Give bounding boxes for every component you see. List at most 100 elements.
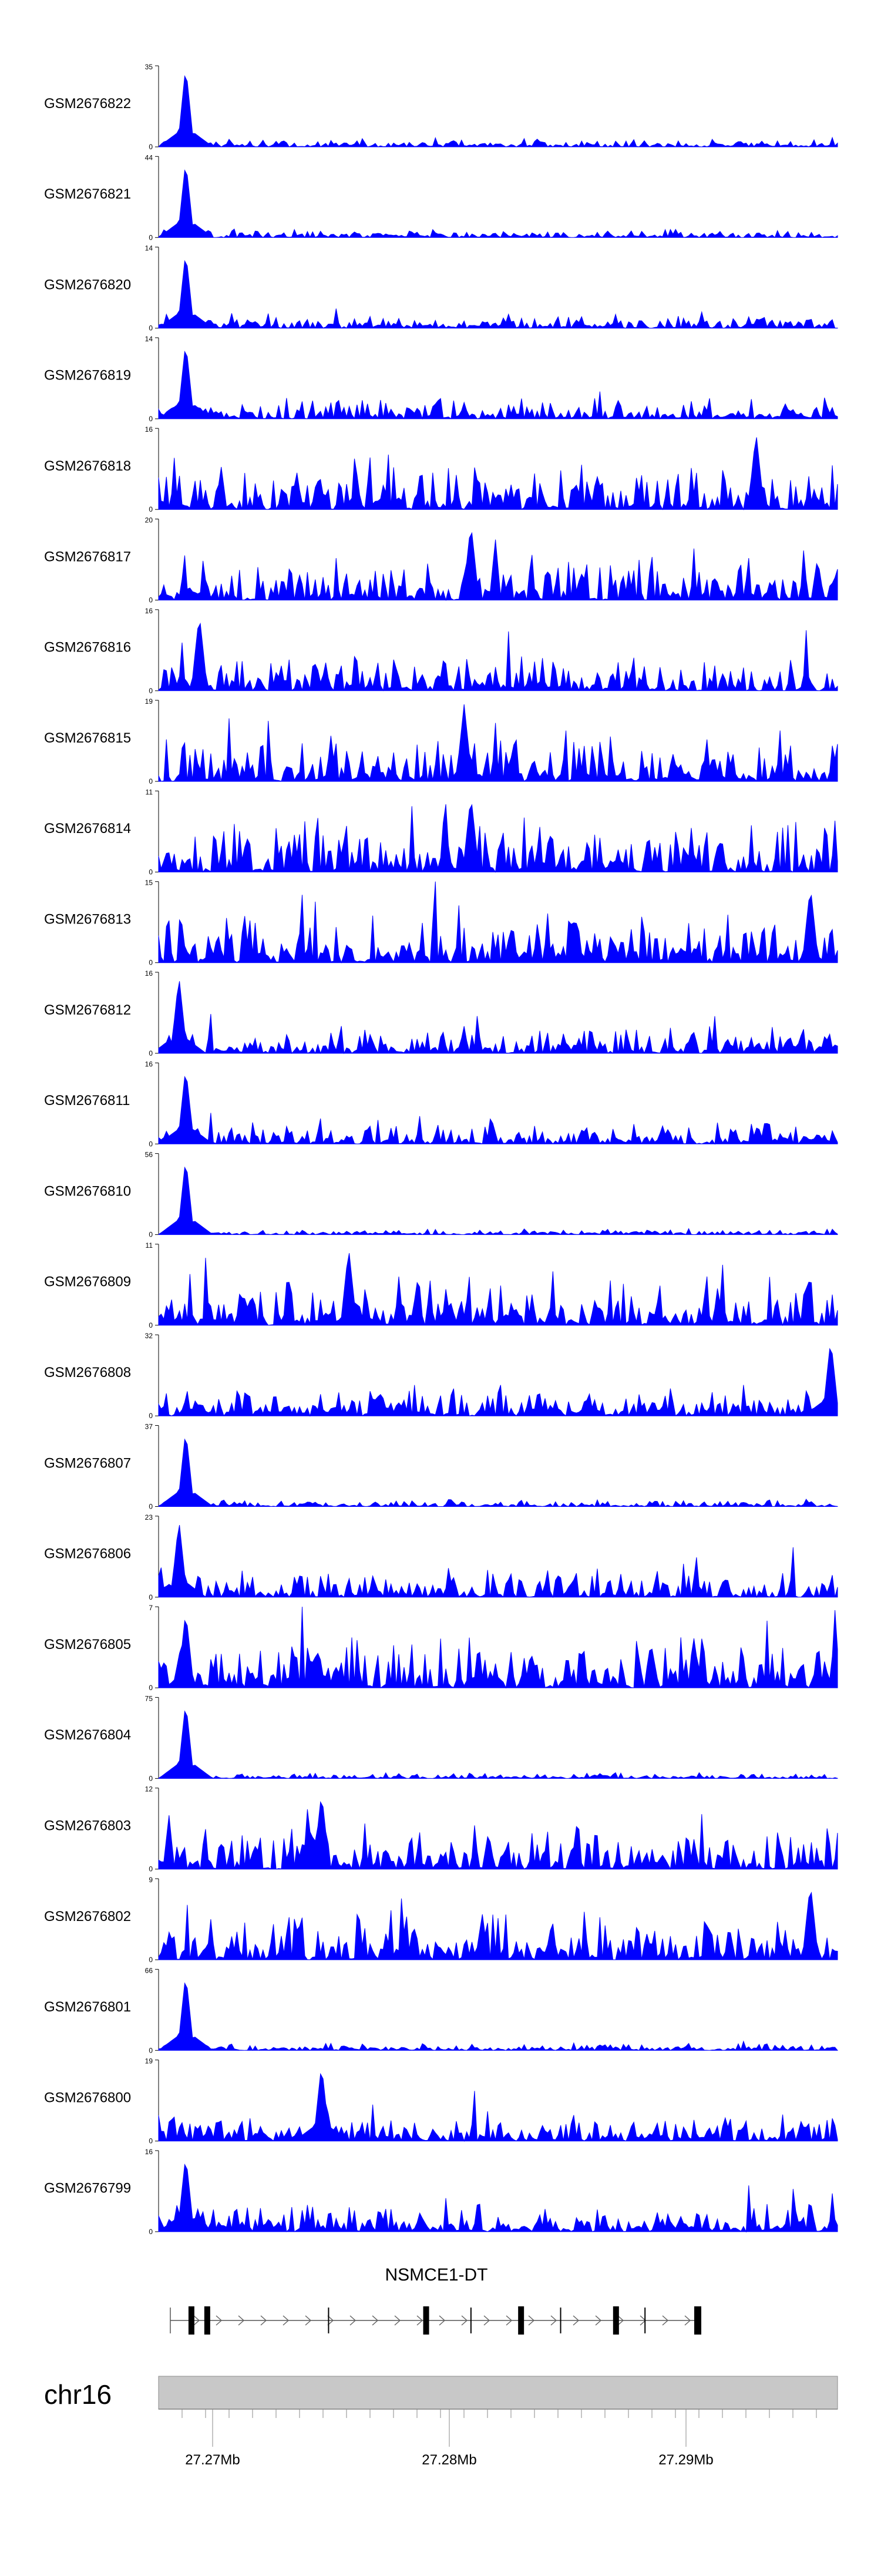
y-tick-label-max: 12 [145,1785,153,1794]
track-GSM2676821: GSM2676821 44 0 [44,153,838,241]
y-tick-label-max: 32 [145,1332,153,1340]
track-GSM2676814: GSM2676814 11 0 [44,788,838,876]
exon-last [694,2306,701,2335]
y-tick-label-max: 11 [146,788,153,796]
y-tick-label-min: 0 [149,1503,153,1511]
chromosome-track: chr16 27.27Mb 27.28Mb 27.29Mb [44,2376,838,2468]
track-GSM2676803: GSM2676803 12 0 [44,1785,838,1873]
position-label: 27.29Mb [658,2452,713,2468]
y-tick-label-max: 56 [145,1151,153,1159]
y-tick-label-min: 0 [149,2228,153,2236]
coverage-area [158,1348,838,1417]
track-label: GSM2676806 [44,1546,131,1562]
y-tick-label-min: 0 [149,959,153,967]
coverage-area [158,350,838,420]
track-label: GSM2676801 [44,1999,131,2015]
y-tick-label-min: 0 [149,1140,153,1148]
coverage-area [158,881,838,964]
y-tick-label-max: 23 [145,1513,153,1522]
track-label: GSM2676820 [44,277,131,293]
coverage-area [158,1982,839,2051]
track-GSM2676810: GSM2676810 56 0 [44,1151,838,1239]
track-GSM2676822: GSM2676822 35 0 [44,63,838,151]
track-GSM2676816: GSM2676816 16 0 [44,607,838,695]
y-tick-label-max: 37 [145,1423,153,1431]
track-GSM2676805: GSM2676805 7 0 [44,1604,838,1692]
y-tick-label-max: 16 [145,1060,153,1068]
y-tick-label-min: 0 [149,1865,153,1873]
y-tick-label-min: 0 [149,687,153,695]
y-tick-label-min: 0 [149,415,153,423]
coverage-area [158,2163,838,2233]
strand-arrow [684,2315,691,2326]
coverage-area [158,1438,838,1507]
strand-arrow [416,2315,423,2326]
coverage-area [158,75,838,147]
track-GSM2676817: GSM2676817 20 0 [44,516,838,604]
y-tick-label-min: 0 [149,1049,153,1057]
track-GSM2676813: GSM2676813 15 0 [44,879,838,967]
strand-arrow [595,2315,602,2326]
y-tick-label-max: 19 [145,2057,153,2065]
track-label: GSM2676812 [44,1002,131,1018]
y-tick-label-max: 75 [145,1694,153,1702]
strand-arrow [483,2315,490,2326]
position-label: 27.27Mb [185,2452,240,2468]
track-label: GSM2676821 [44,186,131,202]
strand-arrow [506,2315,513,2326]
y-tick-label-min: 0 [149,143,153,151]
strand-arrow [260,2315,267,2326]
coverage-area [158,260,838,329]
strand-arrow [193,2315,200,2326]
strand-arrow [461,2315,468,2326]
coverage-area [158,532,838,602]
track-label: GSM2676803 [44,1818,131,1833]
track-label: GSM2676800 [44,2090,131,2105]
strand-arrow [573,2315,580,2326]
coverage-area [158,1801,838,1870]
track-GSM2676804: GSM2676804 75 0 [44,1694,838,1782]
y-tick-label-max: 16 [145,425,153,434]
gene-track: NSMCE1-DT [170,2265,701,2335]
chromosome-band [158,2376,838,2410]
strand-arrow [238,2315,245,2326]
track-GSM2676807: GSM2676807 37 0 [44,1423,838,1511]
y-tick-label-min: 0 [149,1684,153,1692]
track-label: GSM2676810 [44,1183,131,1199]
coverage-area [158,1892,838,1960]
coverage-area [158,704,838,782]
track-label: GSM2676808 [44,1365,131,1381]
strand-arrow [372,2315,379,2326]
coverage-area [158,437,838,511]
y-tick-label-min: 0 [149,1412,153,1420]
coverage-area [158,2073,838,2142]
track-GSM2676800: GSM2676800 19 0 [44,2057,838,2145]
y-tick-label-min: 0 [149,1774,153,1782]
position-label: 27.28Mb [422,2452,476,2468]
strand-arrow [662,2315,669,2326]
y-tick-label-max: 20 [145,516,153,525]
y-tick-label-min: 0 [149,1593,153,1601]
y-tick-label-min: 0 [149,505,153,513]
track-label: GSM2676822 [44,96,131,112]
y-tick-label-min: 0 [149,233,153,241]
y-tick-label-max: 16 [145,607,153,615]
track-label: GSM2676814 [44,821,131,837]
exon [613,2306,619,2335]
track-label: GSM2676802 [44,1909,131,1925]
track-label: GSM2676818 [44,458,131,474]
gene-name: NSMCE1-DT [385,2265,487,2285]
strand-arrow [327,2315,334,2326]
y-tick-label-max: 11 [146,1241,153,1250]
track-label: GSM2676819 [44,368,131,384]
y-tick-label-max: 35 [145,63,153,71]
strand-arrow [283,2315,290,2326]
coverage-area [158,804,838,873]
strand-arrow [216,2315,223,2326]
strand-arrow [305,2315,312,2326]
exon [423,2306,429,2335]
exon [518,2306,524,2335]
track-GSM2676808: GSM2676808 32 0 [44,1332,838,1420]
track-label: GSM2676811 [44,1093,130,1109]
